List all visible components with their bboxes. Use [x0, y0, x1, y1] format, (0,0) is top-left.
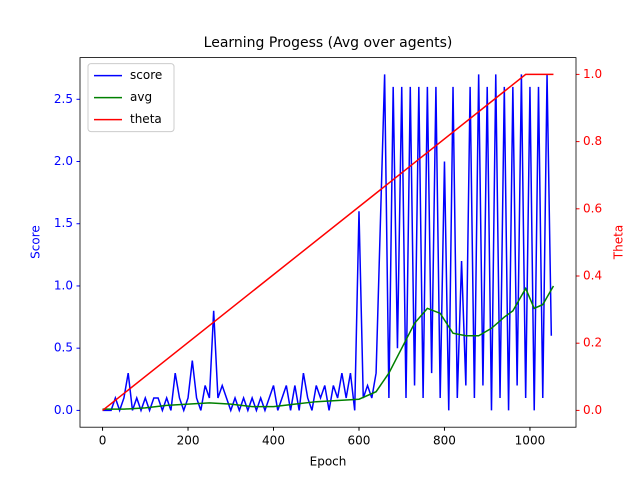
- x-tick-label: 200: [177, 434, 200, 448]
- x-tick-label: 800: [433, 434, 456, 448]
- y-tick-label: 0.5: [54, 341, 73, 355]
- x-tick-label: 1000: [515, 434, 546, 448]
- x-tick-label: 400: [262, 434, 285, 448]
- x-axis-label: Epoch: [310, 455, 347, 469]
- y2-tick-label: 0.8: [583, 134, 602, 148]
- y2-tick-label: 0.2: [583, 336, 602, 350]
- y-tick-label: 2.5: [54, 92, 73, 106]
- plot-frame: [79, 57, 577, 428]
- series-line: [102, 285, 555, 410]
- legend-label: avg: [130, 90, 152, 104]
- y-tick-label: 2.0: [54, 154, 73, 168]
- chart-title: Learning Progess (Avg over agents): [204, 35, 453, 51]
- x-tick-label: 0: [99, 434, 107, 448]
- y2-tick-label: 1.0: [583, 67, 602, 81]
- y-tick-label: 1.5: [54, 216, 73, 230]
- y2-tick-label: 0.0: [583, 403, 602, 417]
- series-line: [102, 74, 553, 413]
- y-axis-label: Score: [29, 225, 43, 259]
- y-tick-label: 0.0: [54, 403, 73, 417]
- y2-tick-label: 0.4: [583, 269, 602, 283]
- y2-axis-label: Theta: [612, 225, 626, 260]
- y2-tick-label: 0.6: [583, 201, 602, 215]
- series-line: [102, 73, 554, 411]
- y-tick-label: 1.0: [54, 278, 73, 292]
- x-tick-label: 600: [348, 434, 371, 448]
- legend-label: theta: [130, 112, 162, 126]
- legend-label: score: [130, 68, 162, 82]
- legend-box: [87, 63, 175, 133]
